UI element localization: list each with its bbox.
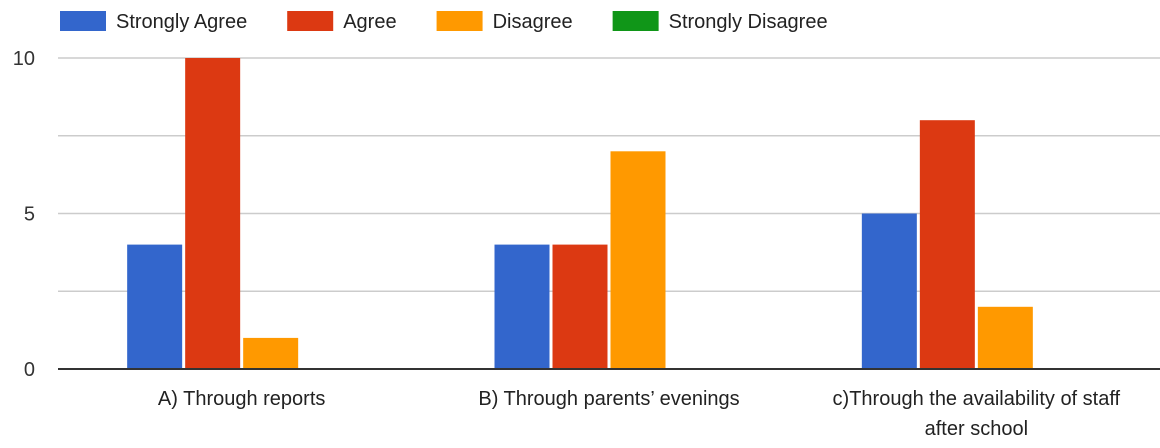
legend-swatch-disagree (436, 11, 483, 31)
legend-label-strongly-agree: Strongly Agree (116, 11, 247, 33)
bar-agree (185, 58, 241, 369)
bar-disagree (243, 337, 299, 369)
bar-disagree (610, 151, 666, 369)
category-label-line: c)Through the availability of staff (833, 388, 1121, 410)
y-axis-ticks: 0 5 10 (13, 48, 35, 381)
category-label-line: after school (925, 418, 1028, 440)
bar-agree (919, 120, 975, 369)
legend-label-agree: Agree (343, 11, 396, 33)
category-label-line: B) Through parents’ evenings (478, 388, 739, 410)
legend-swatch-agree (287, 11, 334, 31)
bar-strongly-agree (127, 244, 183, 369)
y-tick-label: 0 (24, 359, 35, 381)
y-tick-label: 10 (13, 48, 35, 70)
gridlines (58, 57, 1160, 292)
y-tick-label: 5 (24, 204, 35, 226)
legend-swatch-strongly-disagree (612, 11, 659, 31)
legend-label-strongly-disagree: Strongly Disagree (669, 11, 828, 33)
bar-disagree (977, 306, 1033, 369)
category-label: A) Through reports (158, 388, 326, 410)
bar-strongly-agree (494, 244, 550, 369)
bar-strongly-agree (861, 213, 917, 369)
legend: Strongly Agree Agree Disagree Strongly Disa… (60, 11, 828, 33)
legend-label-disagree: Disagree (493, 11, 573, 33)
legend-swatch-strongly-agree (60, 11, 106, 31)
x-axis-labels: A) Through reports B) Through parents’ ev… (158, 388, 1121, 440)
bar-agree (552, 244, 608, 369)
bars (127, 58, 1033, 369)
category-label-line: A) Through reports (158, 388, 326, 410)
category-label: B) Through parents’ evenings (478, 388, 739, 410)
category-label: c)Through the availability of staff after… (833, 388, 1121, 440)
